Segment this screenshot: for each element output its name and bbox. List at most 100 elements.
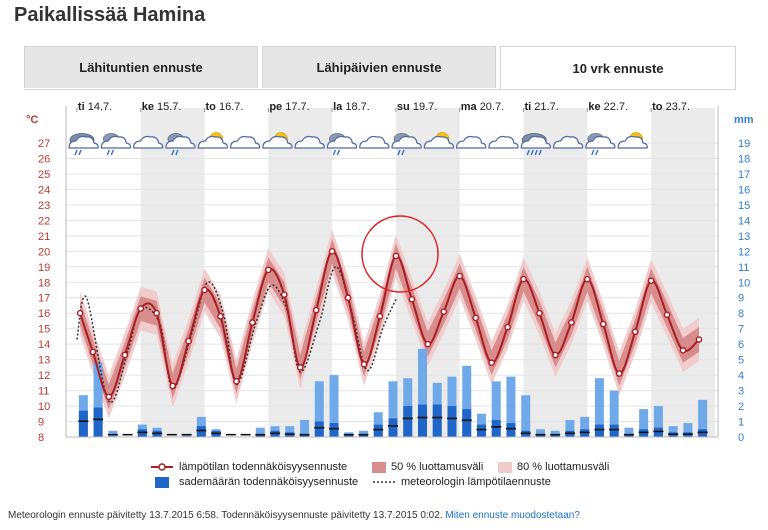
how-forecast-link[interactable]: Miten ennuste muodostetaan? — [445, 510, 580, 521]
precip-light-bar — [182, 435, 192, 437]
left-tick-label: 14 — [38, 339, 50, 351]
temperature-point — [137, 305, 145, 312]
tab-10-day[interactable]: 10 vrk ennuste — [500, 46, 736, 90]
precip-light-bar — [653, 406, 663, 437]
day-label-3: pe 17.7. — [269, 101, 309, 113]
precip-prob-bar — [344, 435, 354, 437]
precip-light-bar — [255, 427, 265, 437]
temperature-point — [568, 319, 575, 326]
partly-sunny-icon — [617, 132, 648, 149]
temperature-point — [392, 252, 400, 260]
band-50 — [80, 238, 699, 410]
right-tick-label: 11 — [738, 262, 749, 274]
right-tick-label: 9 — [738, 293, 744, 305]
temperature-point — [663, 311, 671, 319]
precip-prob-bar — [196, 426, 206, 437]
legend-meteorologist-label: meteorologin lämpötilaennuste — [401, 476, 551, 488]
temperature-point — [520, 275, 527, 283]
legend-band80-swatch — [498, 461, 512, 473]
left-tick-label: 12 — [38, 370, 50, 382]
right-tick-label: 14 — [738, 215, 750, 227]
rain-icon — [68, 133, 99, 156]
left-tick-label: 8 — [38, 432, 44, 444]
temperature-point — [504, 323, 511, 331]
partly-rain-icon — [326, 133, 358, 156]
right-tick-label: 13 — [738, 231, 750, 243]
right-tick-label: 15 — [738, 200, 750, 212]
left-tick-label: 19 — [38, 262, 50, 274]
temperature-point — [265, 266, 272, 274]
precip-light-bar — [300, 419, 310, 437]
tab-short-term[interactable]: Lähituntien ennuste — [24, 46, 258, 88]
precip-light-bar — [683, 423, 693, 437]
precip-light-bar — [594, 378, 604, 437]
precip-light-bar — [639, 409, 649, 437]
temperature-point — [344, 294, 352, 302]
left-tick-label: 27 — [38, 138, 50, 150]
update-info: Meteorologin ennuste päivitetty 13.7.201… — [8, 510, 580, 521]
temperature-point — [296, 364, 304, 371]
right-tick-label: 0 — [738, 432, 744, 444]
left-tick-label: 20 — [38, 246, 50, 258]
legend-temp-prob-label: lämpötilan todennäköisyysennuste — [179, 461, 348, 473]
precip-light-bar — [314, 381, 324, 437]
precip-light-bar — [285, 426, 295, 437]
legend-meteorologist: meteorologin lämpötilaennuste — [372, 475, 551, 489]
temperature-point — [424, 340, 432, 348]
tab-next-days[interactable]: Lähipäivien ennuste — [262, 46, 496, 88]
precip-light-bar — [373, 412, 383, 437]
partly-sunny-icon — [197, 132, 228, 149]
precip-light-bar — [329, 375, 339, 437]
partly-rain-icon — [391, 133, 422, 156]
page-title: Paikallissää Hamina — [14, 4, 206, 26]
temperature-point — [695, 336, 703, 343]
temperature-point — [408, 295, 416, 303]
right-tick-label: 8 — [738, 308, 744, 320]
partly-rain-icon — [165, 133, 196, 156]
precip-prob-bar — [417, 404, 427, 437]
partly-sunny-icon — [262, 132, 293, 149]
day-label-8: ke 22.7. — [588, 101, 628, 113]
precip-prob-bar — [594, 424, 604, 437]
temperature-point — [376, 313, 384, 320]
day-label-4: la 18.7. — [333, 101, 370, 113]
left-tick-label: 9 — [38, 417, 44, 429]
legend-temp-prob: lämpötilan todennäköisyysennuste — [150, 460, 347, 474]
precip-prob-bar — [373, 424, 383, 437]
legend-band50-label: 50 % luottamusväli — [391, 461, 484, 473]
left-axis-unit: °C — [26, 114, 38, 126]
legend-band50: 50 % luottamusväli — [372, 460, 483, 474]
cloudy-icon — [132, 135, 164, 149]
left-tick-label: 17 — [38, 293, 50, 305]
precip-light-bar — [624, 427, 634, 437]
precip-prob-bar — [403, 406, 413, 437]
day-label-2: to 16.7. — [206, 101, 244, 113]
tab-underline — [24, 89, 736, 90]
legend-temp-prob-swatch — [151, 463, 173, 471]
temperature-forecast-line — [79, 250, 700, 398]
precip-prob-bar — [78, 410, 88, 437]
day-label-1: ke 15.7. — [142, 101, 182, 113]
temperature-point — [249, 319, 256, 326]
left-tick-label: 26 — [38, 153, 50, 165]
weekend-shading — [140, 108, 715, 437]
partly-sunny-icon — [423, 132, 455, 149]
temperature-point — [631, 328, 639, 336]
partly-rain-icon — [100, 133, 132, 156]
legend-band80-label: 80 % luottamusväli — [517, 461, 610, 473]
legend-band50-swatch — [372, 461, 386, 473]
cloudy-icon — [359, 135, 390, 149]
precip-light-bar — [388, 381, 398, 437]
cloudy-icon — [294, 135, 325, 149]
temperature-point — [488, 359, 495, 367]
precip-light-bar — [535, 429, 545, 437]
legend-precip-swatch — [155, 476, 169, 488]
legend-band80: 80 % luottamusväli — [498, 460, 609, 474]
temperature-line — [76, 248, 703, 401]
right-tick-label: 3 — [738, 386, 744, 398]
right-tick-label: 7 — [738, 324, 744, 336]
right-tick-label: 12 — [738, 246, 750, 258]
update-text: Meteorologin ennuste päivitetty 13.7.201… — [8, 510, 443, 521]
axes: 8910111213141516171819202122232425262701… — [26, 106, 754, 444]
temperature-point — [456, 272, 464, 280]
